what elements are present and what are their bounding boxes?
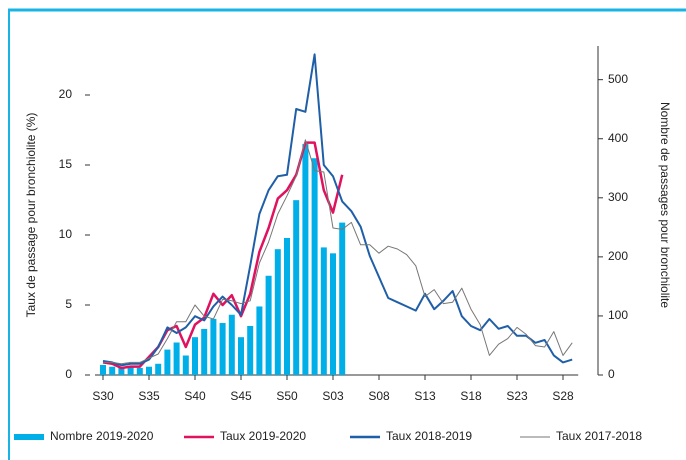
bar: [302, 144, 309, 375]
bar: [127, 366, 134, 375]
bar: [293, 200, 300, 375]
x-tick-label: S28: [552, 389, 574, 403]
y2-tick-label: 500: [608, 72, 628, 86]
bar: [192, 337, 198, 375]
x-tick-label: S08: [368, 389, 390, 403]
line: [103, 139, 573, 365]
x-tick-label: S13: [414, 389, 436, 403]
y2-axis-title: Nombre de passages pour bronchiolite: [658, 102, 672, 308]
x-tick-label: S35: [138, 389, 160, 403]
x-tick-label: S23: [506, 389, 528, 403]
bar: [274, 249, 281, 375]
x-tick-label: S40: [184, 389, 206, 403]
y2-tick-label: 200: [608, 249, 628, 263]
bar: [136, 367, 143, 375]
bar: [228, 314, 235, 375]
bar: [339, 222, 346, 375]
bar: [330, 253, 336, 375]
x-tick-label: S50: [276, 389, 298, 403]
x-tick-label: S30: [92, 389, 114, 403]
y2-tick-label: 400: [608, 131, 628, 145]
bar: [256, 306, 263, 375]
bar: [284, 237, 290, 375]
legend-label: Nombre 2019-2020: [50, 429, 154, 443]
bar: [146, 366, 152, 375]
x-tick-label: S18: [460, 389, 482, 403]
y-axis-title: Taux de passage pour bronchiolite (%): [24, 113, 38, 318]
bar: [219, 323, 226, 375]
bar: [164, 349, 171, 375]
y-tick-label: 20: [59, 87, 73, 101]
y2-tick-label: 0: [608, 367, 615, 381]
legend-label: Taux 2017-2018: [556, 429, 642, 443]
bar: [247, 325, 254, 375]
legend-swatch: [14, 434, 44, 440]
bar: [182, 355, 189, 375]
x-tick-label: S03: [322, 389, 344, 403]
bar: [238, 337, 244, 375]
bar: [311, 158, 318, 375]
y2-tick-label: 300: [608, 190, 628, 204]
line: [102, 53, 573, 367]
y-tick-label: 10: [59, 227, 73, 241]
bar: [118, 367, 125, 375]
x-tick-label: S45: [230, 389, 252, 403]
bar: [173, 342, 180, 375]
bar: [201, 328, 208, 375]
bar: [210, 318, 217, 375]
bar: [100, 364, 106, 375]
y-tick-label: 15: [59, 157, 73, 171]
bar: [265, 275, 272, 375]
y-tick-label: 5: [65, 297, 72, 311]
legend-label: Taux 2018-2019: [386, 429, 472, 443]
bar: [155, 363, 162, 375]
y2-tick-label: 100: [608, 308, 628, 322]
legend-label: Taux 2019-2020: [220, 429, 306, 443]
bar: [109, 366, 116, 375]
y-tick-label: 0: [65, 367, 72, 381]
bar: [320, 247, 327, 375]
